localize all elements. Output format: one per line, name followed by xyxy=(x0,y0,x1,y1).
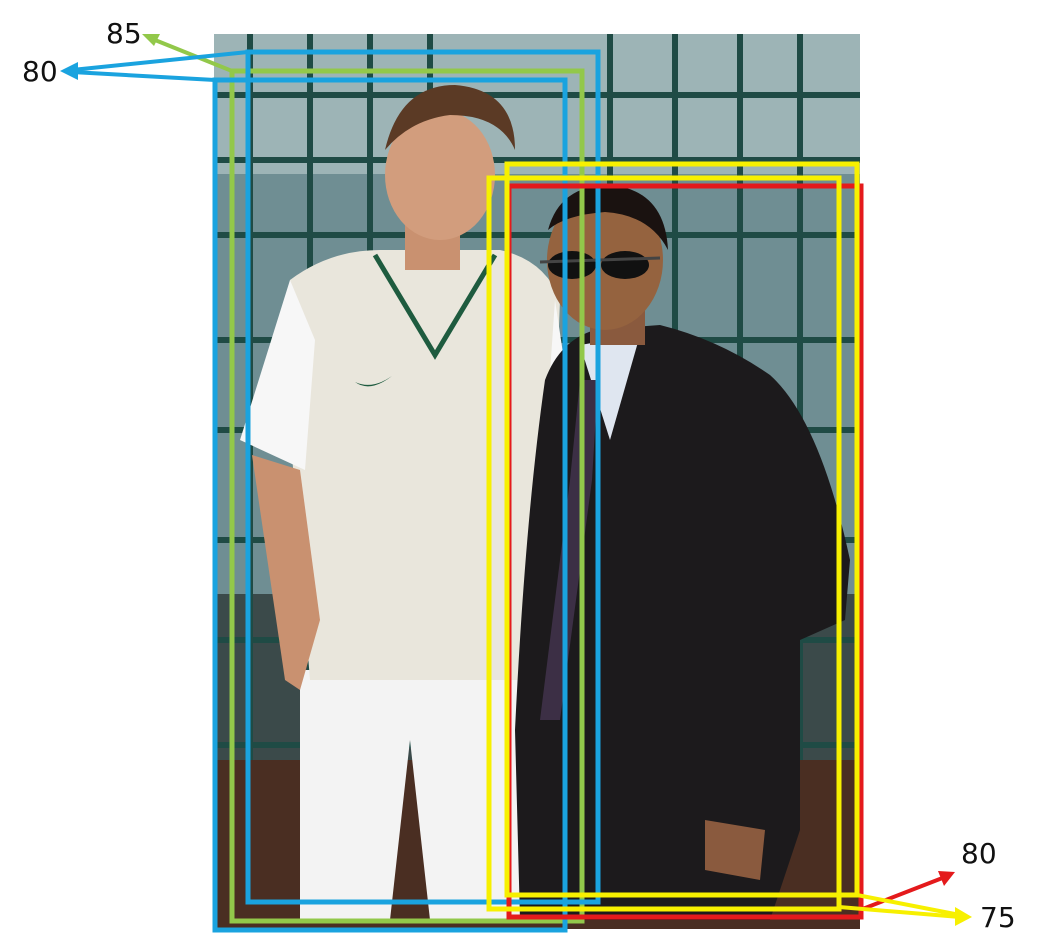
score-label-red: 80 xyxy=(961,837,997,870)
box-blue-inner xyxy=(245,49,601,905)
score-label-green: 85 xyxy=(106,17,142,50)
box-yellow-outer xyxy=(486,175,842,912)
score-label-yellow: 75 xyxy=(980,901,1016,934)
bounding-boxes xyxy=(212,49,864,933)
box-green xyxy=(229,68,585,924)
score-label-blue: 80 xyxy=(22,55,58,88)
box-blue-outer xyxy=(212,77,568,933)
box-yellow-inner xyxy=(504,161,860,898)
score-arrows xyxy=(60,34,972,926)
person-left xyxy=(240,85,570,920)
photo xyxy=(214,34,860,929)
